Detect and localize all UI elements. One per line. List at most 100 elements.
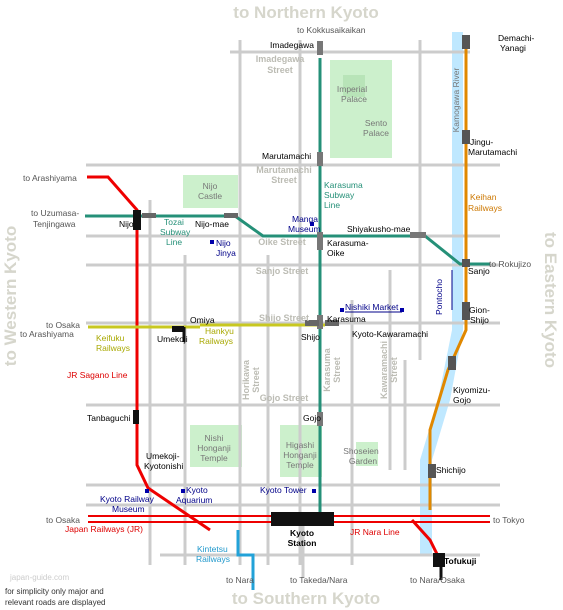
poi-kyoto-aquarium-1: Kyoto [186,485,208,495]
street-label-horikawa-2: Street [251,367,261,393]
park-nishi-honganji-2: Honganji [197,443,231,453]
park-higashi-honganji-1: Higashi [286,440,314,450]
line-keifuku-2: Railways [96,343,130,353]
station-kyoto-2: Station [288,538,317,548]
shoseien-park [356,442,378,466]
poi-kyoto-tower: Kyoto Tower [260,485,307,495]
line-kintetsu-2: Railways [196,554,230,564]
shijo-mark [317,315,323,329]
station-sanjo: Sanjo [468,266,490,276]
park-imperial-palace-1: Imperial [337,84,367,94]
station-shichijo: Shichijo [436,465,466,475]
west-direction-label: to Western Kyoto [1,226,20,366]
station-shiyakusho-mae: Shiyakusho-mae [347,224,411,234]
line-karasuma-1: Karasuma [324,180,363,190]
park-imperial-palace-2: Palace [341,94,367,104]
station-kiyomizu-gojo-2: Gojo [453,395,471,405]
to-nara-osaka: to Nara/Osaka [410,575,465,585]
park-higashi-honganji-2: Honganji [283,450,317,460]
jr-sagano-line [87,175,211,532]
street-label-horikawa-1: Horikawa [241,359,251,400]
jingu-marutamachi-mark [462,130,470,144]
kiyomizu-gojo-mark [448,356,456,370]
station-jingu-marutamachi-1: Jingu- [470,137,493,147]
park-nijo-castle-1: Nijo [203,181,218,191]
nijo-mark [133,210,141,230]
poi-kyoto-railway-museum-2: Museum [112,504,145,514]
poi-manga-museum-1: Manga [292,214,318,224]
station-kyoto-kawaramachi: Kyoto-Kawaramachi [352,329,428,339]
line-tozai-2: Subway [160,227,191,237]
to-osaka-hankyu: to Osaka [46,320,80,330]
station-kiyomizu-gojo-1: Kiyomizu- [453,385,490,395]
nijo-mae-mark [224,213,238,218]
poi-marks [145,222,404,493]
shiyakusho-mae-mark [410,232,426,238]
poi-nijo-jinya-2: Jinya [216,248,236,258]
to-uzumasa-2: Tenjingawa [33,219,76,229]
line-jr-sagano: JR Sagano Line [67,370,128,380]
line-japan-railways: Japan Railways (JR) [65,524,143,534]
kintetsu-railways-line [236,530,255,590]
nishi-honganji-park [190,425,242,467]
gojo-mark [317,412,323,426]
shichijo-mark [428,464,436,478]
station-nijo: Nijo [119,219,134,229]
park-shoseien-1: Shoseien [343,446,379,456]
umekoji-mark [172,326,184,332]
to-rokujizo: to Rokujizo [489,259,531,269]
line-jr-nara: JR Nara Line [350,527,400,537]
station-gojo: Gojo [303,413,321,423]
park-shoseien-2: Garden [349,456,378,466]
river-label-kamogawa: Kamogawa River [451,67,461,132]
station-tofukuji: Tofukuji [444,556,476,566]
poi-kyoto-aquarium-2: Aquarium [176,495,212,505]
kyoto-kawaramachi-mark [325,320,339,326]
street-label-shijo: Shijo Street [259,313,309,323]
east-direction-label: to Eastern Kyoto [541,232,560,368]
station-umekoji: Umekoji [157,334,188,344]
to-kokkusaikaikan: to Kokkusaikaikan [297,25,366,35]
station-kyoto-1: Kyoto [290,528,314,538]
karasuma-oike-mark [317,232,323,250]
street-label-gojo: Gojo Street [260,393,309,403]
station-demachi-yanagi-2: Yanagi [500,43,526,53]
line-karasuma-3: Line [324,200,340,210]
street-label-oike: Oike Street [258,237,306,247]
park-nishi-honganji-3: Temple [200,453,228,463]
line-tozai-3: Line [166,237,182,247]
station-umekoji-kyotonishi-2: Kyotonishi [144,461,183,471]
station-gion-shijo-2: Shijo [470,315,489,325]
station-karasuma: Karasuma [327,314,366,324]
nijo-subway-mark [142,213,156,218]
line-kintetsu-1: Kintetsu [197,544,228,554]
station-umekoji-kyotonishi-1: Umekoji- [146,451,180,461]
poi-pontocho: Pontocho [434,279,444,315]
station-tanbaguchi: Tanbaguchi [87,413,131,423]
demachi-yanagi-mark [462,35,470,49]
street-label-imadegawa-2: Street [267,65,293,75]
station-jingu-marutamachi-2: Marutamachi [468,147,517,157]
tofukuji-mark [433,553,445,567]
street-label-karasuma-2: Street [332,357,342,383]
station-gion-shijo-1: Gion- [469,305,490,315]
to-arashiyama-top: to Arashiyama [23,173,77,183]
tanbaguchi-mark [133,410,139,424]
line-keihan-1: Keihan [470,192,497,202]
station-imadegawa: Imadegawa [270,40,314,50]
sanjo-mark [462,259,470,267]
street-label-sanjo: Sanjo Street [256,266,309,276]
to-uzumasa-1: to Uzumasa- [31,208,79,218]
poi-kyoto-railway-museum-1: Kyoto Railway [100,494,155,504]
poi-manga-museum-2: Museum [288,224,321,234]
park-nishi-honganji-1: Nishi [205,433,224,443]
to-osaka-jr: to Osaka [46,515,80,525]
street-label-karasuma-1: Karasuma [322,347,332,392]
street-label-imadegawa-1: Imadegawa [256,54,306,64]
street-label-kawaramachi-2: Street [389,357,399,383]
station-karasuma-oike-1: Karasuma- [327,238,369,248]
park-higashi-honganji-3: Temple [286,460,314,470]
kyoto-station-mark [271,512,334,526]
